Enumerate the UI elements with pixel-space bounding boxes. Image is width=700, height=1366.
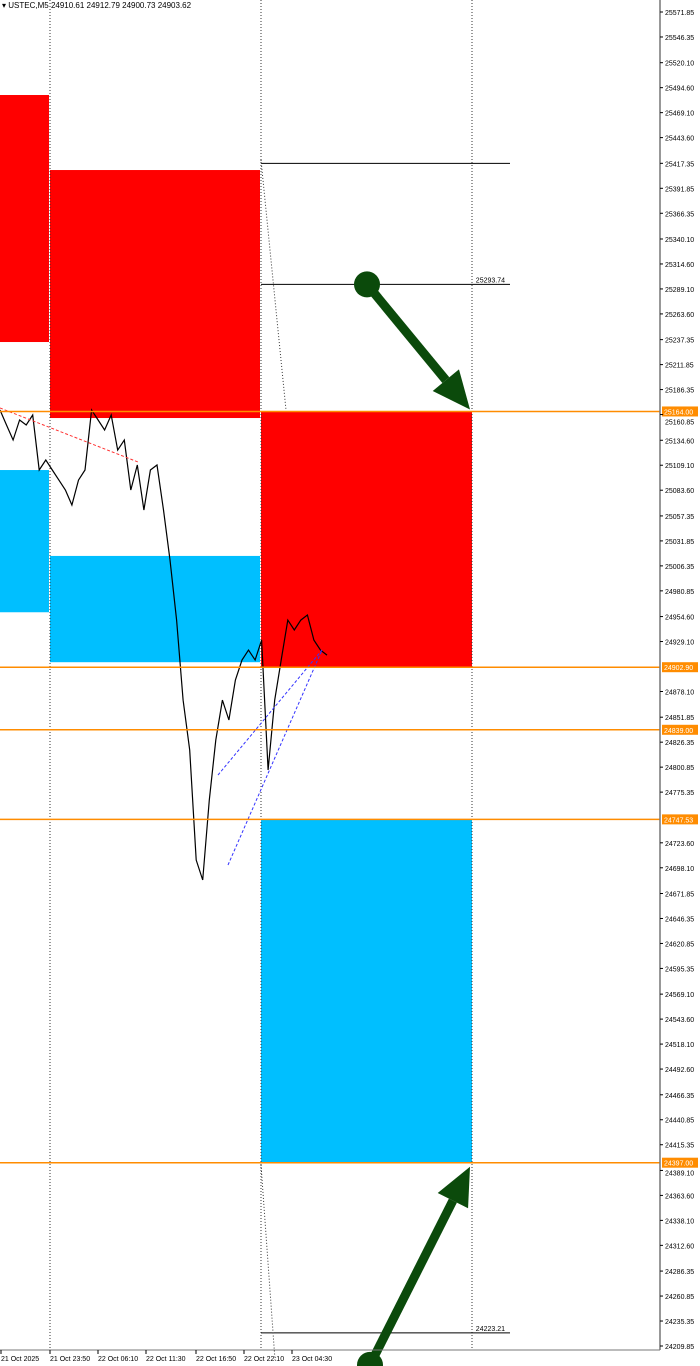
y-tick-label: 24569.10 [665, 992, 694, 999]
y-tick-label: 24800.85 [665, 765, 694, 772]
y-tick-label: 24954.60 [665, 615, 694, 622]
y-tick-label: 24466.35 [665, 1093, 694, 1100]
y-tick-label: 25417.35 [665, 161, 694, 168]
projection-line [260, 1164, 276, 1361]
price-level-label: 24839.00 [664, 728, 693, 735]
y-tick-label: 24389.10 [665, 1171, 694, 1178]
arrow-up-icon [437, 1166, 470, 1209]
price-level-label: 24902.90 [664, 665, 693, 672]
y-tick-label: 24646.35 [665, 916, 694, 923]
price-level-badge [662, 662, 698, 673]
y-tick-label: 24878.10 [665, 689, 694, 696]
y-tick-label: 24723.60 [665, 841, 694, 848]
price-level-badge [662, 724, 698, 735]
y-tick-label: 24415.35 [665, 1143, 694, 1150]
supply-zone [0, 95, 49, 343]
y-tick-label: 25083.60 [665, 488, 694, 495]
target-label: 24223.21 [476, 1326, 505, 1333]
y-tick-label: 25160.85 [665, 419, 694, 426]
symbol-name: USTEC,M5 [8, 1, 49, 10]
y-tick-label: 25134.60 [665, 438, 694, 445]
y-tick-label: 24929.10 [665, 640, 694, 647]
y-tick-label: 24260.85 [665, 1294, 694, 1301]
trend-line [227, 649, 323, 866]
arrow-down-icon [432, 369, 470, 410]
y-tick-label: 25391.85 [665, 186, 694, 193]
x-tick-label: 21 Oct 2025 [1, 1356, 39, 1363]
price-level-label: 24397.00 [664, 1161, 693, 1168]
y-tick-label: 25289.10 [665, 287, 694, 294]
y-tick-label: 25006.35 [665, 564, 694, 571]
price-level-badge [662, 406, 698, 417]
price-line [0, 408, 328, 881]
y-tick-label: 24338.10 [665, 1218, 694, 1225]
demand-zone [261, 819, 472, 1163]
y-tick-label: 24851.85 [665, 715, 694, 722]
y-tick-label: 24698.10 [665, 866, 694, 873]
x-tick-label: 22 Oct 22:10 [244, 1356, 284, 1363]
x-tick-label: 23 Oct 04:30 [292, 1356, 332, 1363]
arrow-down-shaft [363, 281, 450, 383]
price-level-badge [662, 1157, 698, 1168]
y-tick-label: 24826.35 [665, 740, 694, 747]
y-tick-label: 24980.85 [665, 589, 694, 596]
price-level-badge [662, 814, 698, 825]
y-tick-label: 25211.85 [665, 363, 694, 370]
y-tick-label: 24363.60 [665, 1193, 694, 1200]
arrow-origin-dot [354, 271, 380, 298]
y-tick-label: 24209.85 [665, 1344, 694, 1351]
y-tick-label: 25057.35 [665, 514, 694, 521]
demand-zone [0, 470, 49, 613]
y-tick-label: 24440.85 [665, 1118, 694, 1125]
y-tick-label: 25520.10 [665, 61, 694, 68]
supply-zone [50, 170, 260, 419]
arrow-origin-dot [357, 1351, 383, 1366]
y-tick-label: 24312.60 [665, 1243, 694, 1250]
x-tick-label: 22 Oct 16:50 [196, 1356, 236, 1363]
y-tick-label: 25031.85 [665, 539, 694, 546]
y-tick-label: 24543.60 [665, 1017, 694, 1024]
y-tick-label: 24286.35 [665, 1269, 694, 1276]
target-label: 25293.74 [476, 277, 505, 284]
y-tick-label: 25366.35 [665, 211, 694, 218]
y-tick-label: 25237.35 [665, 338, 694, 345]
supply-zone [261, 411, 472, 668]
y-tick-label: 24775.35 [665, 790, 694, 797]
trend-line [217, 649, 323, 776]
ohlc-values: 24910.61 24912.79 24900.73 24903.62 [50, 1, 192, 10]
y-tick-label: 25469.10 [665, 111, 694, 118]
y-tick-label: 25340.10 [665, 237, 694, 244]
demand-zone [50, 555, 260, 663]
arrow-up-shaft [365, 1198, 457, 1366]
y-tick-label: 25571.85 [665, 10, 694, 17]
y-tick-label: 24518.10 [665, 1042, 694, 1049]
x-tick-label: 22 Oct 11:30 [146, 1356, 186, 1363]
y-tick-label: 25443.60 [665, 136, 694, 143]
y-tick-label: 25109.10 [665, 463, 694, 470]
price-level-label: 24747.53 [664, 817, 693, 824]
y-tick-label: 25494.60 [665, 86, 694, 93]
y-tick-label: 24235.35 [665, 1319, 694, 1326]
y-tick-label: 24620.85 [665, 941, 694, 948]
symbol-header: ▾ USTEC,M5 24910.61 24912.79 24900.73 24… [2, 1, 192, 10]
y-tick-label: 25314.60 [665, 262, 694, 269]
price-level-label: 25164.00 [664, 409, 693, 416]
y-tick-label: 25263.60 [665, 312, 694, 319]
y-tick-label: 24595.35 [665, 966, 694, 973]
y-tick-label: 25186.35 [665, 388, 694, 395]
y-tick-label: 25546.35 [665, 35, 694, 42]
y-tick-label: 24492.60 [665, 1067, 694, 1074]
y-tick-label: 24671.85 [665, 891, 694, 898]
x-tick-label: 22 Oct 06:10 [98, 1356, 138, 1363]
projection-line [260, 159, 287, 411]
x-tick-label: 21 Oct 23:50 [50, 1356, 90, 1363]
